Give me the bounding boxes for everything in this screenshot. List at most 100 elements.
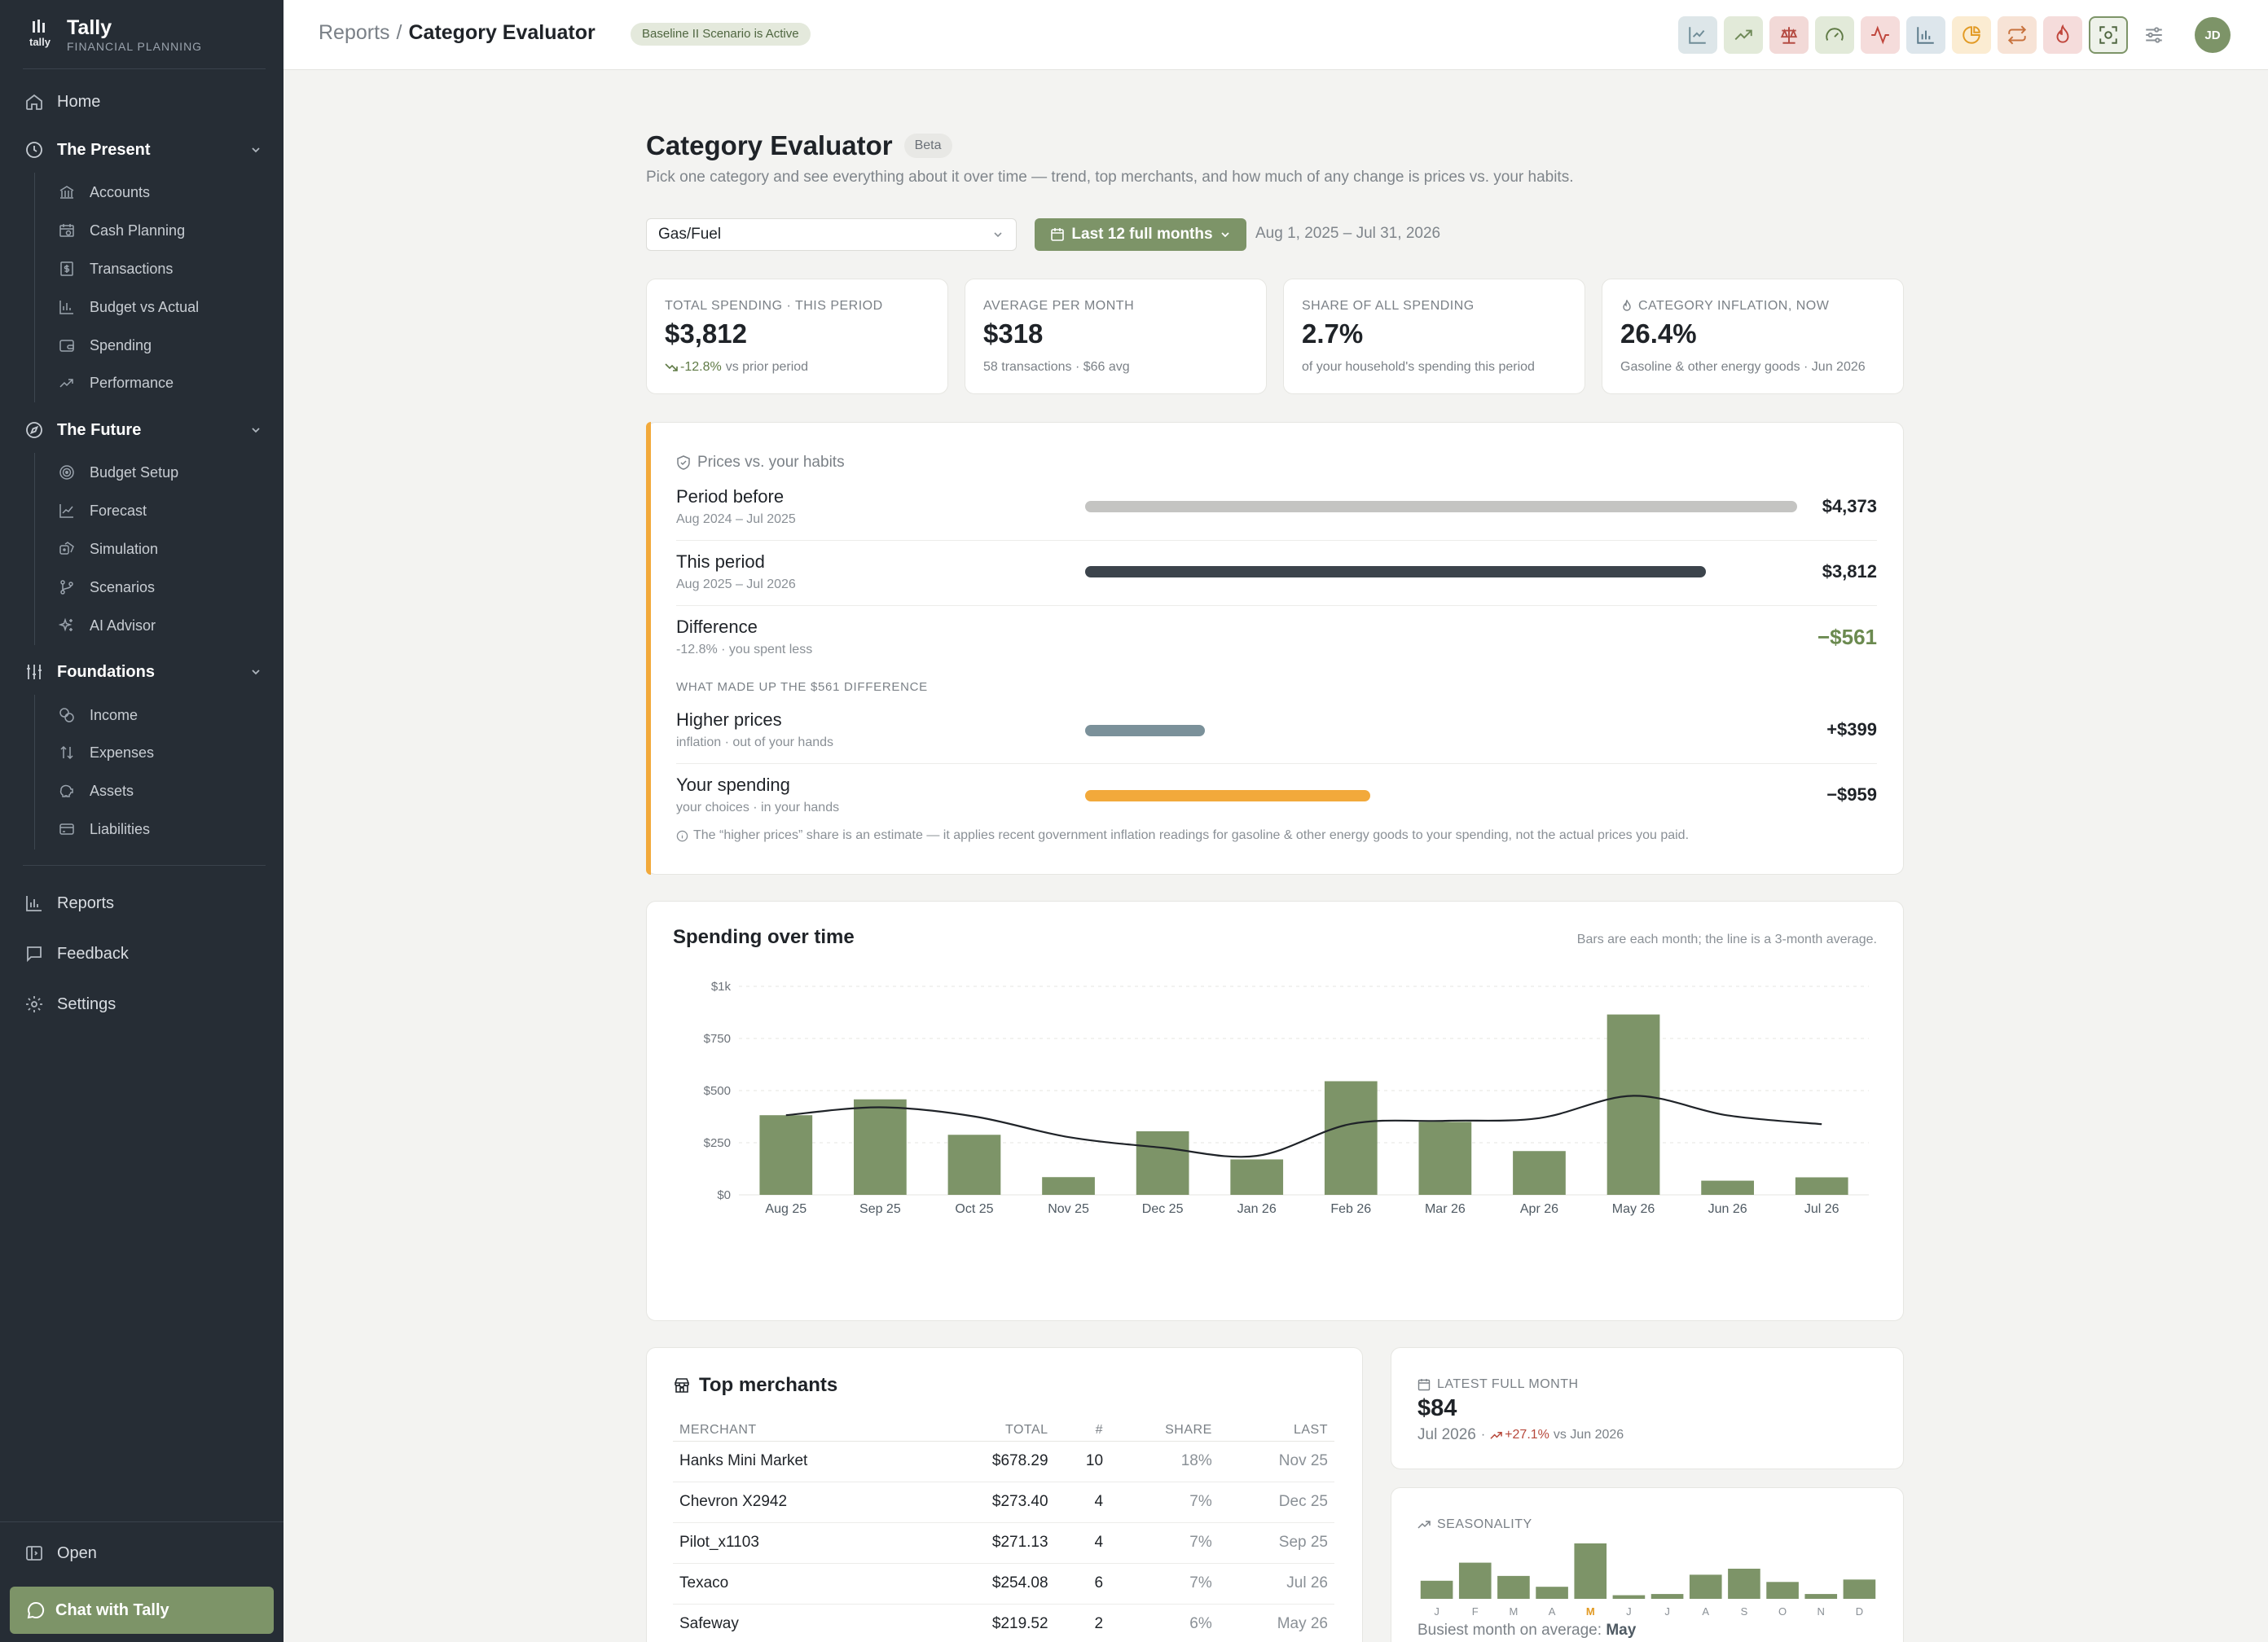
sidebar-item-ai-advisor[interactable]: AI Advisor — [59, 614, 156, 637]
tool-category-evaluator-button[interactable] — [2089, 16, 2128, 54]
sidebar-item-budget-setup[interactable]: Budget Setup — [59, 461, 178, 484]
table-row[interactable]: Pilot_x1103 $271.13 4 7% Sep 25 — [673, 1522, 1334, 1564]
stat-label: AVERAGE PER MONTH — [983, 299, 1135, 313]
seasonality-bar — [1689, 1574, 1722, 1599]
merchant-total: $273.40 — [929, 1482, 1055, 1523]
table-row[interactable]: Hanks Mini Market $678.29 10 18% Nov 25 — [673, 1441, 1334, 1482]
table-row[interactable]: Texaco $254.08 6 7% Jul 26 — [673, 1563, 1334, 1605]
bank-icon — [59, 186, 74, 199]
your-spending-sub: your choices · in your hands — [676, 801, 840, 814]
coins-icon — [59, 708, 74, 722]
target-icon — [59, 465, 74, 480]
stat-note-text: vs prior period — [725, 360, 809, 374]
chat-with-tally-button[interactable]: Chat with Tally — [10, 1587, 274, 1634]
wallet-icon — [59, 340, 74, 352]
stat-value: $3,812 — [665, 318, 747, 349]
date-range-button[interactable]: Last 12 full months — [1035, 218, 1246, 251]
row-divider — [676, 605, 1877, 606]
merchants-table: MERCHANT TOTAL # SHARE LAST Hanks Mini M… — [673, 1420, 1334, 1642]
seasonality-bar — [1650, 1594, 1684, 1599]
sparkles-icon — [59, 617, 73, 632]
sidebar-item-expenses[interactable]: Expenses — [59, 741, 154, 764]
stat-label: CATEGORY INFLATION, NOW — [1638, 299, 1830, 313]
col-count[interactable]: # — [1054, 1420, 1110, 1442]
col-last[interactable]: LAST — [1218, 1420, 1334, 1442]
sidebar-item-home[interactable]: Home — [24, 90, 100, 114]
tool-trending-button[interactable] — [1724, 16, 1763, 54]
x-tick-label: Mar 26 — [1425, 1202, 1466, 1216]
tool-repeat-button[interactable] — [1998, 16, 2037, 54]
sidebar-item-simulation[interactable]: Simulation — [59, 538, 158, 560]
tool-settings-button[interactable] — [2134, 16, 2174, 54]
tool-activity-button[interactable] — [1861, 16, 1900, 54]
seasonality-label: SEASONALITY — [1437, 1517, 1532, 1531]
sidebar-item-accounts[interactable]: Accounts — [59, 181, 150, 204]
x-tick-label: Aug 25 — [765, 1202, 807, 1216]
sidebar-section-foundations[interactable]: Foundations — [24, 659, 262, 685]
tool-flame-button[interactable] — [2043, 16, 2082, 54]
sidebar-item-label: Budget vs Actual — [90, 298, 200, 315]
merchant-last: Jul 26 — [1218, 1563, 1334, 1605]
scenario-status-badge[interactable]: Baseline II Scenario is Active — [631, 23, 811, 46]
info-icon — [676, 830, 688, 841]
bar-chart-icon — [1917, 27, 1934, 44]
latest-month-name: Jul 2026 — [1418, 1426, 1476, 1443]
sidebar-item-scenarios[interactable]: Scenarios — [59, 576, 155, 599]
sidebar-section-present[interactable]: The Present — [24, 137, 262, 163]
tool-line-chart-button[interactable] — [1678, 16, 1717, 54]
latest-month-compare: vs Jun 2026 — [1553, 1428, 1624, 1442]
sidebar-item-forecast[interactable]: Forecast — [59, 499, 147, 522]
top-merchants-card: Top merchants MERCHANT TOTAL # SHARE LAS… — [646, 1347, 1363, 1642]
merchant-share: 7% — [1110, 1563, 1219, 1605]
seasonality-month-label: J — [1434, 1605, 1439, 1618]
y-tick-label: $750 — [704, 1032, 731, 1046]
tool-gauge-button[interactable] — [1815, 16, 1854, 54]
tool-pie-chart-button[interactable] — [1952, 16, 1991, 54]
sidebar-item-label: Performance — [90, 374, 174, 391]
your-spending-label: Your spending — [676, 775, 790, 795]
sidebar-item-assets[interactable]: Assets — [59, 779, 134, 802]
sidebar-section-future[interactable]: The Future — [24, 417, 262, 443]
sidebar-item-reports[interactable]: Reports — [24, 891, 114, 915]
sidebar-item-performance[interactable]: Performance — [59, 371, 174, 394]
sidebar-item-budget-vs-actual[interactable]: Budget vs Actual — [59, 296, 199, 318]
col-share[interactable]: SHARE — [1110, 1420, 1219, 1442]
merchant-last: Nov 25 — [1218, 1441, 1334, 1482]
sidebar-item-cash-planning[interactable]: Cash Planning — [59, 219, 185, 242]
spending-bar-chart: $0 $250 $500 $750 $1k Aug 25 Sep 25 Oct 25 Nov 2… — [704, 980, 1869, 1216]
stat-label: TOTAL SPENDING · THIS PERIOD — [665, 299, 883, 313]
trending-up-icon — [1418, 1521, 1431, 1529]
user-avatar[interactable]: JD — [2195, 17, 2231, 53]
col-total[interactable]: TOTAL — [929, 1420, 1055, 1442]
tool-scale-button[interactable] — [1769, 16, 1809, 54]
sidebar-item-feedback[interactable]: Feedback — [24, 942, 129, 966]
col-merchant[interactable]: MERCHANT — [673, 1420, 930, 1442]
sidebar-item-liabilities[interactable]: Liabilities — [59, 818, 150, 841]
sidebar-item-settings[interactable]: Settings — [24, 992, 116, 1016]
category-select[interactable]: Gas/Fuel — [646, 218, 1017, 251]
stat-delta: -12.8% — [680, 360, 722, 374]
table-header-row: MERCHANT TOTAL # SHARE LAST — [673, 1420, 1334, 1442]
date-range-label: Last 12 full months — [1071, 226, 1213, 243]
top-header: Reports / Category Evaluator Baseline II S… — [284, 0, 2268, 70]
sidebar-item-label: Home — [57, 92, 101, 111]
x-tick-label: Nov 25 — [1048, 1202, 1089, 1216]
credit-card-icon — [59, 823, 74, 835]
sidebar-open-toggle[interactable]: Open — [24, 1541, 97, 1565]
sidebar-item-spending[interactable]: Spending — [59, 334, 152, 357]
seasonality-month-label: A — [1549, 1605, 1556, 1618]
table-row[interactable]: Chevron X2942 $273.40 4 7% Dec 25 — [673, 1482, 1334, 1523]
tool-bar-chart-button[interactable] — [1906, 16, 1945, 54]
sidebar-item-income[interactable]: Income — [59, 704, 138, 727]
footnote-text: The “higher prices” share is an estimate… — [693, 828, 1690, 842]
period-before-bar — [1085, 501, 1797, 512]
breadcrumb-reports-link[interactable]: Reports — [319, 21, 390, 44]
seasonality-bar — [1804, 1594, 1838, 1599]
brand[interactable]: tally Tally FINANCIAL PLANNING — [23, 16, 202, 54]
beta-badge: Beta — [903, 134, 952, 158]
merchant-count: 10 — [1054, 1441, 1110, 1482]
latest-month-label-row: LATEST FULL MONTH — [1418, 1377, 1579, 1392]
sidebar-item-transactions[interactable]: Transactions — [59, 257, 173, 280]
busiest-month: Busiest month on average: May — [1418, 1622, 1636, 1640]
table-row[interactable]: Safeway $219.52 2 6% May 26 — [673, 1604, 1334, 1642]
